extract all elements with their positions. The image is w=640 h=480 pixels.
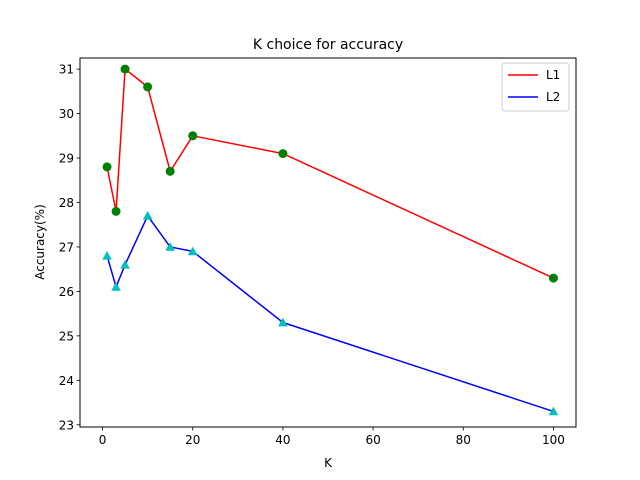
x-tick-label: 60	[365, 433, 380, 447]
y-tick-label: 31	[59, 63, 74, 77]
y-axis-label: Accuracy(%)	[33, 204, 47, 280]
data-point	[111, 282, 121, 291]
data-point	[120, 64, 130, 74]
y-tick-label: 29	[59, 152, 74, 166]
y-tick-label: 27	[59, 240, 74, 254]
data-point	[187, 246, 198, 256]
data-point	[102, 162, 112, 172]
data-point	[278, 317, 288, 327]
data-point	[165, 242, 175, 251]
x-axis-ticks: 0 20 40 60 80 100	[99, 427, 565, 447]
x-tick-label: 40	[275, 433, 290, 447]
y-tick-label: 25	[59, 329, 74, 343]
x-axis-label: K	[324, 456, 333, 470]
x-tick-label: 0	[99, 433, 107, 447]
legend-label-l2: L2	[546, 90, 560, 104]
chart-title: K choice for accuracy	[253, 37, 403, 53]
series-line-l2	[106, 215, 554, 413]
data-point	[111, 206, 121, 216]
x-tick-label: 20	[185, 433, 200, 447]
data-point	[165, 166, 175, 176]
y-axis-ticks: 23 24 25 26 27 28 29 30 31	[59, 63, 80, 432]
legend-label-l1: L1	[546, 68, 560, 82]
y-tick-label: 30	[59, 107, 74, 121]
y-tick-label: 26	[59, 285, 74, 299]
y-tick-label: 23	[59, 418, 74, 432]
y-tick-label: 24	[59, 374, 74, 388]
data-point	[143, 82, 153, 92]
data-point	[102, 251, 112, 260]
series-l1	[102, 64, 558, 283]
x-tick-label: 100	[542, 433, 565, 447]
x-tick-label: 80	[456, 433, 471, 447]
data-point	[142, 211, 153, 220]
data-point	[278, 149, 288, 159]
series-l2	[102, 211, 559, 416]
y-tick-label: 28	[59, 196, 74, 210]
data-point	[120, 259, 130, 269]
series-line-l1	[106, 68, 554, 279]
axes-frame	[79, 57, 577, 428]
data-point	[188, 131, 198, 141]
legend: L1 L2	[501, 62, 570, 112]
series-layer	[102, 64, 559, 416]
data-point	[548, 406, 559, 416]
data-point	[548, 273, 558, 283]
